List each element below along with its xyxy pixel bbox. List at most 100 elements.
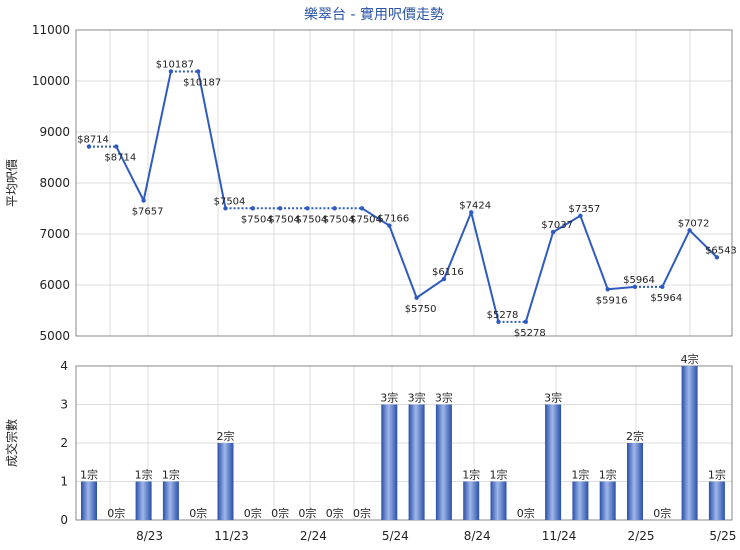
top-plot-frame <box>75 29 733 337</box>
price-data-label: $7504 <box>323 214 355 225</box>
x-tick-label: 11/23 <box>214 529 249 543</box>
price-point <box>632 284 638 290</box>
price-data-label: $10187 <box>183 77 221 88</box>
price-line-segment <box>524 231 555 323</box>
price-line-segment <box>361 207 390 227</box>
volume-bar-label: 0宗 <box>244 506 262 520</box>
price-point <box>578 213 583 218</box>
volume-bar-label: 1宗 <box>571 468 589 482</box>
volume-bar-label: 1宗 <box>80 468 98 482</box>
bottom-y-tick-label: 0 <box>60 513 68 527</box>
price-line-segment <box>142 71 172 201</box>
price-data-label: $7037 <box>541 220 573 231</box>
price-point <box>141 198 146 203</box>
price-line-segment <box>661 229 691 288</box>
price-data-label: $5278 <box>514 328 546 339</box>
volume-bar <box>490 481 507 520</box>
volume-bar-label: 0宗 <box>326 506 344 520</box>
price-line-segment <box>688 229 718 259</box>
price-line-segment <box>115 146 145 201</box>
volume-bar-label: 1宗 <box>708 468 726 482</box>
price-data-label: $7357 <box>568 204 600 215</box>
price-data-label: $7504 <box>268 214 300 225</box>
bottom-y-tick-label: 2 <box>60 436 68 450</box>
price-point <box>114 144 119 149</box>
price-data-label: $7072 <box>678 218 710 229</box>
price-point <box>687 228 692 233</box>
price-point <box>660 284 665 290</box>
volume-bar-label: 1宗 <box>490 468 508 482</box>
volume-bar-label: 0宗 <box>653 506 671 520</box>
volume-bar <box>81 481 97 520</box>
price-point <box>223 206 228 211</box>
bottom-y-axis-label: 成交宗數 <box>4 419 19 467</box>
price-data-label: $7504 <box>214 196 246 207</box>
volume-bar-label: 0宗 <box>189 506 207 520</box>
volume-bar <box>599 481 616 520</box>
volume-bar-label: 2宗 <box>217 429 235 443</box>
price-line-segment <box>607 285 636 291</box>
volume-bars <box>81 366 725 520</box>
price-point <box>277 206 283 211</box>
bottom-y-tick-label: 4 <box>60 359 68 373</box>
price-data-label: $6543 <box>705 245 737 256</box>
price-point <box>196 69 201 74</box>
price-point <box>86 144 92 149</box>
x-tick-label: 11/24 <box>542 529 577 543</box>
price-data-labels: $8714$8714$7657$10187$10187$7504$7504$75… <box>77 59 737 338</box>
price-data-label: $5278 <box>487 310 519 321</box>
volume-bar <box>408 404 425 520</box>
top-y-tick-label: 8000 <box>39 176 70 190</box>
price-point <box>168 69 174 74</box>
price-data-label: $8714 <box>104 153 136 164</box>
price-point <box>714 255 720 260</box>
top-y-tick-label: 11000 <box>32 23 70 37</box>
x-tick-label: 2/24 <box>300 529 327 543</box>
volume-bar-label: 1宗 <box>162 468 180 482</box>
volume-bar-label: 0宗 <box>107 506 125 520</box>
bottom-y-tick-label: 1 <box>60 475 68 489</box>
price-data-label: $7504 <box>295 214 327 225</box>
volume-bar <box>381 404 398 520</box>
price-data-label: $7504 <box>350 214 382 225</box>
volume-bar-labels: 1宗 0宗 1宗 1宗 0宗 2宗 0宗 0宗 0宗 0宗 0宗 3宗 3宗 3宗 1宗 1宗 0宗 3宗 1宗 1宗… <box>80 352 726 520</box>
price-point <box>469 210 474 215</box>
price-data-label: $5964 <box>650 293 682 304</box>
x-axis-ticks: 8/23 11/23 2/24 5/24 8/24 11/24 2/25 5/25 <box>136 529 736 543</box>
volume-bar <box>135 481 152 520</box>
volume-bar <box>681 366 698 520</box>
price-line-segment <box>579 215 609 290</box>
top-y-axis-label: 平均呎價 <box>5 159 19 207</box>
volume-bar <box>463 481 480 520</box>
volume-bar <box>572 481 589 520</box>
x-tick-label: 8/24 <box>464 529 491 543</box>
bottom-y-axis-ticks: 0 1 2 3 4 <box>60 359 68 527</box>
price-data-label: $5750 <box>405 304 437 315</box>
price-point <box>550 229 556 235</box>
top-y-axis-ticks: 5000 6000 7000 8000 9000 10000 11000 <box>32 23 70 343</box>
volume-bar-label: 3宗 <box>408 391 426 405</box>
volume-bar-label: 2宗 <box>626 429 644 443</box>
volume-bar <box>545 404 562 520</box>
top-y-tick-label: 5000 <box>39 329 70 343</box>
volume-bar <box>435 404 452 520</box>
x-tick-label: 2/25 <box>628 529 655 543</box>
volume-bar-label: 3宗 <box>435 391 453 405</box>
price-point <box>250 206 255 211</box>
x-tick-label: 5/25 <box>709 529 736 543</box>
volume-bar-label: 1宗 <box>135 468 153 482</box>
price-point <box>387 223 392 228</box>
price-line-segment <box>442 211 473 280</box>
top-y-tick-label: 6000 <box>39 278 70 292</box>
x-tick-label: 5/24 <box>382 529 409 543</box>
price-point <box>359 206 365 211</box>
volume-bar-label: 0宗 <box>517 506 535 520</box>
price-line-segment <box>388 225 418 299</box>
volume-bar-label: 0宗 <box>353 506 371 520</box>
price-data-label: $7657 <box>132 206 164 217</box>
volume-bar-label: 4宗 <box>681 352 699 366</box>
x-tick-label: 8/23 <box>136 529 163 543</box>
price-data-label: $5916 <box>596 295 628 306</box>
price-data-label: $6116 <box>432 267 464 278</box>
